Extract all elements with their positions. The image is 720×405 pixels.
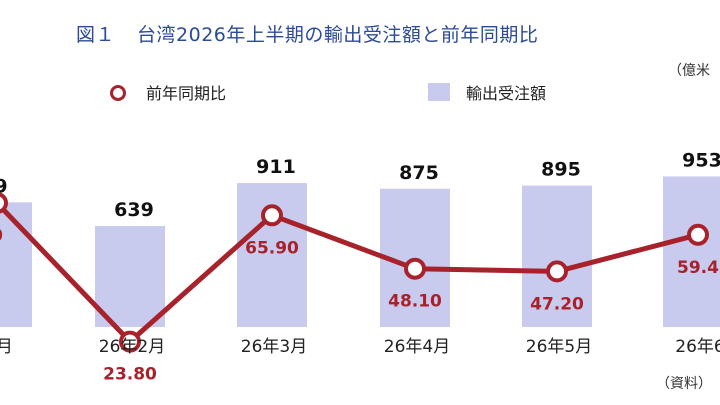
figure-title: 台湾2026年上半期の輸出受注額と前年同期比 bbox=[137, 24, 539, 46]
line-value-label: 59.4 bbox=[677, 258, 719, 278]
bar-value-label: 911 bbox=[256, 156, 296, 178]
bar-value-label: 9 bbox=[0, 175, 8, 197]
category-tick-label: 26年5月 bbox=[526, 337, 592, 357]
legend-line-marker-icon bbox=[104, 83, 134, 101]
line-value-label: 23.80 bbox=[103, 365, 157, 385]
legend-item-orders: 輸出受注額 bbox=[428, 80, 546, 104]
legend-label-yoy: 前年同期比 bbox=[146, 84, 227, 103]
line-point bbox=[0, 192, 8, 214]
figure-number: 図１ bbox=[76, 24, 116, 46]
legend-item-yoy: 前年同期比 bbox=[104, 80, 226, 104]
category-tick-label: 26年3月 bbox=[241, 337, 307, 357]
category-tick-label: 1月 bbox=[0, 337, 13, 357]
category-tick-label: 26年2月 bbox=[99, 337, 165, 357]
bar bbox=[663, 176, 720, 327]
line-point bbox=[261, 204, 283, 227]
source-label: （資料） bbox=[656, 376, 712, 392]
bar-value-label: 895 bbox=[541, 159, 581, 181]
unit-label: （億米 bbox=[668, 63, 710, 79]
category-tick-label: 26年4月 bbox=[384, 337, 450, 357]
bar-value-label: 953 bbox=[682, 149, 720, 171]
line-point bbox=[404, 257, 426, 280]
category-tick-label: 26年6 bbox=[675, 337, 720, 357]
line-value-label: 0 bbox=[0, 226, 3, 246]
bar-value-label: 639 bbox=[114, 199, 154, 221]
line-value-label: 47.20 bbox=[530, 294, 584, 314]
bar-value-label: 875 bbox=[399, 162, 439, 184]
bar bbox=[522, 185, 592, 327]
chart-title: 図１ 台湾2026年上半期の輸出受注額と前年同期比 bbox=[76, 20, 538, 47]
line-point bbox=[546, 260, 568, 283]
line-point bbox=[687, 223, 709, 246]
line-yoy bbox=[0, 202, 699, 345]
legend-bar-swatch-icon bbox=[428, 83, 450, 101]
bar bbox=[95, 226, 165, 327]
line-point bbox=[119, 330, 141, 353]
legend-label-orders: 輸出受注額 bbox=[466, 84, 547, 103]
line-value-label: 65.90 bbox=[245, 238, 299, 258]
line-value-label: 48.10 bbox=[388, 292, 442, 312]
